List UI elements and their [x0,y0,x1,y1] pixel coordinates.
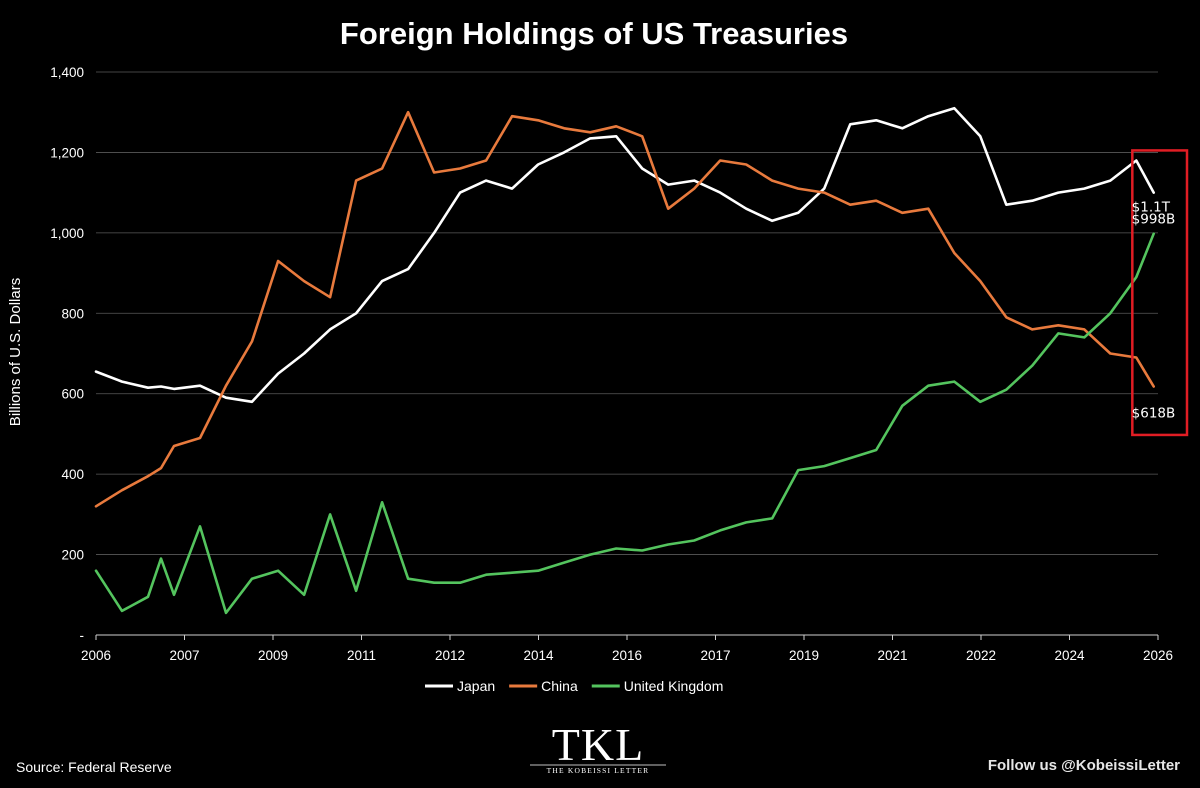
y-tick-label: - [80,628,85,643]
y-tick-label: 200 [61,548,84,563]
x-tick-label: 2012 [435,648,465,663]
x-tick-label: 2026 [1143,648,1173,663]
x-tick-label: 2022 [966,648,996,663]
end-label-united-kingdom: $998B [1132,212,1176,228]
x-axis: 2006 2007 2009 2011 2012 2014 2016 2017 2019 2021… [81,634,1173,663]
x-tick-label: 2024 [1054,648,1085,663]
x-tick-label: 2016 [612,648,642,663]
y-tick-label: 800 [61,306,84,321]
tkl-logo: TKL THE KOBEISSI LETTER [530,719,666,775]
follow-handle: Follow us @KobeissiLetter [988,757,1180,774]
gridlines [96,71,1158,555]
y-tick-label: 1,000 [50,226,84,241]
x-tick-label: 2007 [169,648,199,663]
y-axis-label: Billions of U.S. Dollars [7,278,24,426]
y-tick-label: 600 [61,387,84,402]
x-tick-label: 2006 [81,648,111,663]
legend-item-china: China [509,678,578,694]
legend-label: Japan [457,678,495,694]
y-tick-label: 400 [61,467,84,482]
legend-label: China [541,678,578,694]
source-note: Source: Federal Reserve [16,759,172,775]
legend-item-united-kingdom: United Kingdom [591,678,724,694]
x-tick-label: 2019 [789,648,819,663]
series-line-japan [94,106,1155,404]
legend-item-japan: Japan [425,678,495,694]
y-tick-label: 1,400 [50,65,84,80]
logo-tagline: THE KOBEISSI LETTER [547,766,650,775]
x-tick-label: 2014 [523,648,554,663]
legend: Japan China United Kingdom [425,678,723,694]
end-label-china: $618B [1132,405,1176,421]
x-tick-label: 2011 [347,648,376,663]
y-tick-label: 1,200 [50,145,84,160]
y-axis-tick-labels: - 200 400 600 800 1,000 1,200 1,400 [50,65,84,643]
series-line-china [94,110,1155,508]
end-label-japan: $1.1T [1132,200,1171,216]
series-lines [94,106,1155,615]
series-line-united-kingdom [94,232,1155,615]
chart-title: Foreign Holdings of US Treasuries [340,16,848,51]
x-tick-label: 2009 [258,648,288,663]
logo-mark: TKL [552,719,644,770]
legend-label: United Kingdom [624,678,724,694]
x-tick-label: 2017 [700,648,730,663]
end-value-labels: $1.1T$998B $618B [1132,200,1176,422]
x-tick-label: 2021 [877,648,907,663]
highlight-box [1131,149,1189,437]
